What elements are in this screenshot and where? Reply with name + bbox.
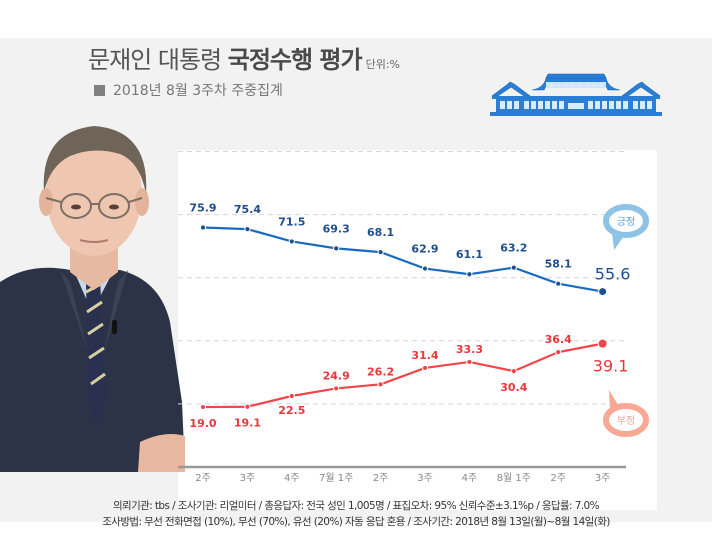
data-point xyxy=(555,349,562,356)
data-label: 61.1 xyxy=(456,248,483,261)
svg-text:긍정: 긍정 xyxy=(617,216,635,228)
negative-series-line xyxy=(202,342,603,409)
data-label: 24.9 xyxy=(323,369,350,382)
title-normal: 문재인 대통령 xyxy=(88,46,228,74)
data-label: 33.3 xyxy=(456,343,483,356)
svg-text:부정: 부정 xyxy=(617,415,635,427)
data-point xyxy=(598,287,608,297)
data-point xyxy=(510,264,517,271)
data-point xyxy=(333,245,340,252)
data-point xyxy=(333,385,340,392)
x-tick-label: 7월 1주 xyxy=(319,472,353,484)
president-portrait xyxy=(0,126,185,472)
data-point xyxy=(288,392,295,400)
footer-survey-info: 의뢰기관: tbs / 조사기관: 리얼미터 / 총응답자: 전국 성인 1,0… xyxy=(112,500,600,512)
subtitle-text: 2018년 8월 3주차 주중집계 xyxy=(113,83,283,99)
x-tick-label: 4주 xyxy=(462,473,478,484)
x-tick-label: 3주 xyxy=(240,473,256,484)
data-label: 36.4 xyxy=(545,333,572,346)
data-label: 62.9 xyxy=(411,243,438,256)
data-point xyxy=(421,265,429,272)
data-label: 39.1 xyxy=(593,357,629,376)
data-label: 19.0 xyxy=(189,417,216,430)
x-tick-label: 3주 xyxy=(417,473,433,484)
data-point xyxy=(199,224,207,231)
positive-series-line xyxy=(202,226,603,293)
blue-house-icon xyxy=(490,73,662,116)
data-point xyxy=(244,403,251,410)
data-label: 69.3 xyxy=(323,222,350,235)
data-label: 71.5 xyxy=(278,215,305,228)
data-point xyxy=(466,271,473,278)
x-tick-label: 2주 xyxy=(373,473,389,484)
footer-survey-method: 조사방법: 무선 전화면접 (10%), 무선 (70%), 유선 (20%) … xyxy=(102,516,610,528)
data-label: 31.4 xyxy=(411,349,438,362)
data-point xyxy=(377,381,384,388)
subtitle: 2018년 8월 3주차 주중집계 xyxy=(94,80,283,100)
data-label: 55.6 xyxy=(595,265,631,284)
x-tick-label: 2주 xyxy=(195,473,211,484)
x-tick-label: 4주 xyxy=(284,473,300,484)
data-label: 63.2 xyxy=(500,242,527,255)
x-axis-labels: 2주 3주 4주 7월 1주 2주 3주 4주 8월 1주 2주 3주 xyxy=(195,472,610,484)
chart-gridlines xyxy=(178,151,626,405)
data-point xyxy=(199,403,207,411)
data-label: 75.9 xyxy=(189,202,216,215)
negative-legend-bubble: 부정 xyxy=(603,390,649,437)
chart-panel xyxy=(178,150,657,510)
data-point xyxy=(597,338,608,349)
positive-legend-bubble: 긍정 xyxy=(603,204,649,250)
data-point xyxy=(510,367,517,375)
page-title: 문재인 대통령 국정수행 평가 단위:% xyxy=(88,40,400,75)
x-tick-label: 2주 xyxy=(550,473,566,484)
data-label: 26.2 xyxy=(367,365,394,378)
data-label: 22.5 xyxy=(278,404,305,417)
unit-label: 단위:% xyxy=(365,58,400,71)
negative-series-points: 19.0 19.1 22.5 24.9 26.2 31.4 33.3 30.4 36.4 39.1 xyxy=(189,333,628,430)
data-point xyxy=(466,358,473,366)
data-point xyxy=(288,238,295,245)
data-point xyxy=(555,280,562,287)
data-label: 58.1 xyxy=(545,258,572,271)
x-tick-label: 3주 xyxy=(595,473,611,484)
data-label: 30.4 xyxy=(500,381,527,394)
data-point xyxy=(377,249,384,256)
data-label: 75.4 xyxy=(234,203,261,216)
positive-series-points: 75.9 75.4 71.5 69.3 68.1 62.9 61.1 63.2 58.1 55.6 xyxy=(189,202,631,297)
title-bold: 국정수행 평가 xyxy=(227,46,363,74)
data-label: 19.1 xyxy=(234,417,261,430)
data-point xyxy=(244,226,251,233)
data-point xyxy=(421,364,429,372)
x-tick-label: 8월 1주 xyxy=(497,472,531,484)
square-bullet-icon xyxy=(94,85,105,96)
data-label: 68.1 xyxy=(367,226,394,239)
